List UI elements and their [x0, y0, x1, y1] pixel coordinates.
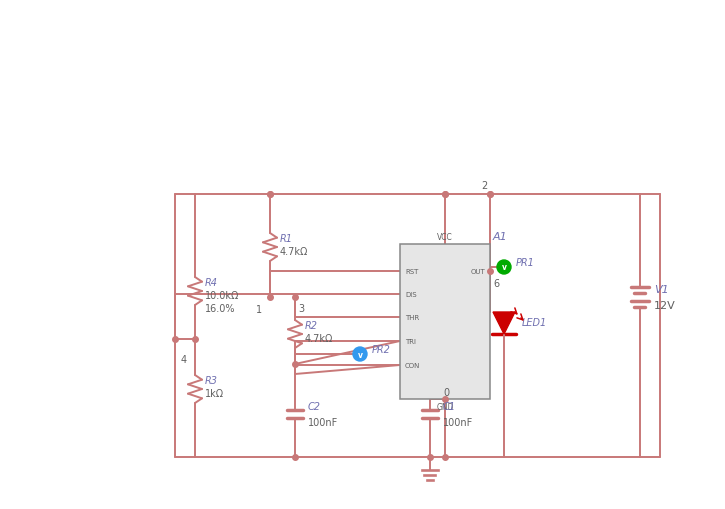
- Text: 100nF: 100nF: [443, 417, 473, 427]
- Text: A1: A1: [493, 232, 508, 242]
- Text: 100nF: 100nF: [308, 417, 339, 427]
- Text: TRI: TRI: [405, 338, 416, 344]
- Text: 0: 0: [443, 387, 449, 397]
- Text: 6: 6: [493, 278, 499, 289]
- Text: PR1: PR1: [516, 258, 535, 267]
- Circle shape: [353, 347, 367, 361]
- Text: CON: CON: [405, 362, 420, 369]
- Text: 16.0%: 16.0%: [205, 303, 236, 314]
- Text: 2: 2: [481, 181, 488, 191]
- Text: PR2: PR2: [372, 344, 391, 354]
- Text: THR: THR: [405, 315, 419, 320]
- Bar: [400, 244, 490, 399]
- Text: 1: 1: [256, 304, 262, 315]
- Text: R2: R2: [305, 320, 318, 330]
- Text: C1: C1: [443, 401, 456, 411]
- Text: 4.7kΩ: 4.7kΩ: [280, 246, 308, 257]
- Text: 1kΩ: 1kΩ: [205, 388, 224, 398]
- Text: RST: RST: [405, 268, 418, 274]
- Text: LED1: LED1: [522, 318, 547, 327]
- Text: C2: C2: [308, 401, 321, 411]
- Polygon shape: [493, 313, 515, 334]
- Text: R1: R1: [280, 234, 293, 243]
- Text: v: v: [357, 350, 362, 359]
- Text: DIS: DIS: [405, 292, 417, 297]
- Text: VCC: VCC: [437, 232, 453, 241]
- Text: R3: R3: [205, 375, 218, 385]
- Text: 4: 4: [181, 354, 187, 364]
- Text: 3: 3: [298, 303, 304, 314]
- Text: R4: R4: [205, 277, 218, 288]
- Text: v: v: [502, 263, 507, 272]
- Text: 10.0kΩ: 10.0kΩ: [205, 291, 239, 300]
- Text: GND: GND: [436, 403, 454, 412]
- Text: OUT: OUT: [471, 268, 485, 274]
- Circle shape: [497, 261, 511, 274]
- Text: V1: V1: [654, 285, 668, 294]
- Text: 4.7kΩ: 4.7kΩ: [305, 333, 334, 344]
- Text: 12V: 12V: [654, 300, 676, 310]
